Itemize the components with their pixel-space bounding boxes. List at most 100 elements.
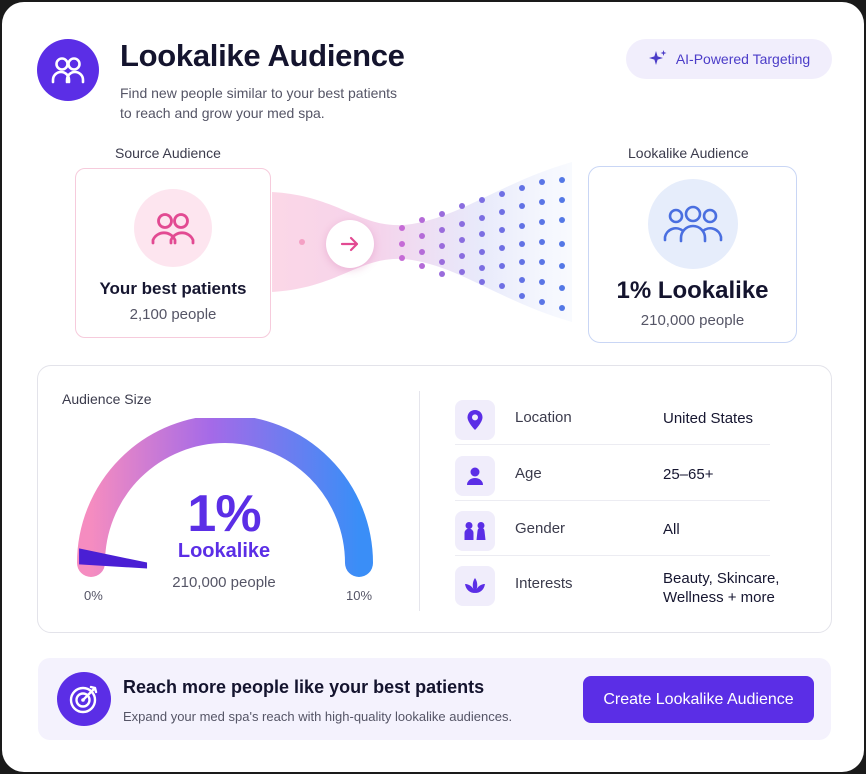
panel-divider (419, 391, 420, 611)
audience-details-panel: Audience Size 1% Lookalike 210,000 peopl… (37, 365, 832, 633)
detail-label: Gender (515, 520, 566, 537)
particle-dot (479, 279, 485, 285)
users-icon (37, 39, 99, 101)
page-title: Lookalike Audience (120, 38, 405, 73)
particle-dot (539, 259, 545, 265)
detail-value: Beauty, Skincare, Wellness + more (663, 569, 803, 607)
particle-dot (459, 237, 465, 243)
create-lookalike-button[interactable]: Create Lookalike Audience (583, 676, 814, 723)
particle-dot (459, 269, 465, 275)
source-audience-count: 2,100 people (129, 306, 217, 323)
detail-label: Interests (515, 575, 573, 592)
particle-dot (419, 217, 425, 223)
particle-dot (439, 243, 445, 249)
gauge-needle (79, 548, 148, 569)
gauge-track (77, 418, 373, 577)
audience-size-label: Audience Size (62, 391, 152, 407)
detail-value: All (663, 521, 680, 538)
particle-dot (499, 209, 505, 215)
particle-dot (439, 211, 445, 217)
particle-dot (559, 305, 565, 311)
audience-size-sublabel: Lookalike (177, 540, 271, 562)
badge-label: AI-Powered Targeting (675, 51, 811, 67)
particle-dot (539, 219, 545, 225)
particle-dot (399, 241, 405, 247)
page-subtitle: Find new people similar to your best pat… (120, 83, 440, 123)
particle-dot (519, 293, 525, 299)
source-audience-label: Source Audience (115, 145, 221, 161)
cta-title: Reach more people like your best patient… (123, 677, 485, 697)
particle-dot (519, 223, 525, 229)
particle-dot (479, 231, 485, 237)
particle-dot (419, 263, 425, 269)
row-divider (455, 500, 770, 501)
particle-dot (499, 227, 505, 233)
particle-dot (519, 241, 525, 247)
particle-dot (519, 259, 525, 265)
detail-label: Age (515, 465, 542, 482)
source-audience-card[interactable]: Your best patients 2,100 people (75, 168, 271, 338)
person-icon (455, 456, 495, 496)
particle-dot (499, 263, 505, 269)
location-pin-icon (455, 400, 495, 440)
audience-size-gauge (77, 418, 373, 577)
expand-arrow-button (326, 220, 374, 268)
detail-value: United States (663, 410, 754, 427)
particle-dot (439, 271, 445, 277)
particle-dot (419, 233, 425, 239)
particle-dot (499, 245, 505, 251)
audience-expansion-graphic (272, 162, 572, 322)
gauge-max-label: 10% (346, 588, 373, 603)
lookalike-audience-card[interactable]: 1% Lookalike 210,000 people (588, 166, 797, 343)
detail-row-gender: Gender All (455, 501, 770, 556)
particle-dot (559, 177, 565, 183)
particle-dot (479, 197, 485, 203)
particle-dot (559, 263, 565, 269)
particle-dot (539, 199, 545, 205)
particle-dot (419, 249, 425, 255)
cta-subtitle: Expand your med spa's reach with high-qu… (123, 709, 513, 724)
ai-targeting-badge[interactable]: AI-Powered Targeting (626, 39, 832, 79)
particle-dot (299, 239, 305, 245)
arrow-right-icon (340, 236, 359, 252)
detail-value: 25–65+ (663, 466, 714, 483)
lookalike-audience-count: 210,000 people (640, 312, 745, 329)
lookalike-audience-name: 1% Lookalike (616, 277, 769, 304)
detail-value-line: Wellness + more (663, 589, 775, 606)
particle-dot (539, 279, 545, 285)
detail-value-line: Beauty, Skincare, (663, 570, 780, 587)
source-audience-name: Your best patients (99, 279, 247, 298)
particle-dot (539, 179, 545, 185)
particle-dot (539, 299, 545, 305)
particle-dot (559, 241, 565, 247)
particle-dot (479, 265, 485, 271)
gender-icon (455, 511, 495, 551)
detail-row-age: Age 25–65+ (455, 446, 770, 501)
sparkle-icon (648, 50, 667, 65)
detail-row-interests: Interests Beauty, Skincare, Wellness + m… (455, 556, 779, 616)
subtitle-line: to reach and grow your med spa. (120, 105, 325, 121)
particle-dot (439, 227, 445, 233)
row-divider (455, 444, 770, 445)
detail-row-location: Location United States (455, 390, 770, 445)
particle-dot (559, 197, 565, 203)
particle-dot (399, 255, 405, 261)
subtitle-line: Find new people similar to your best pat… (120, 85, 398, 101)
particle-dots (299, 177, 565, 311)
particle-dot (519, 185, 525, 191)
users-icon (134, 189, 212, 267)
cta-banner: Reach more people like your best patient… (38, 658, 831, 740)
group-icon (648, 179, 738, 269)
particle-dot (459, 253, 465, 259)
target-icon (57, 672, 111, 726)
particle-dot (559, 285, 565, 291)
audience-size-percent: 1% (187, 485, 261, 543)
lotus-icon (455, 566, 495, 606)
particle-dot (519, 277, 525, 283)
particle-dot (559, 217, 565, 223)
particle-dot (439, 259, 445, 265)
detail-label: Location (515, 409, 572, 426)
particle-dot (539, 239, 545, 245)
particle-dot (479, 249, 485, 255)
particle-dot (459, 221, 465, 227)
